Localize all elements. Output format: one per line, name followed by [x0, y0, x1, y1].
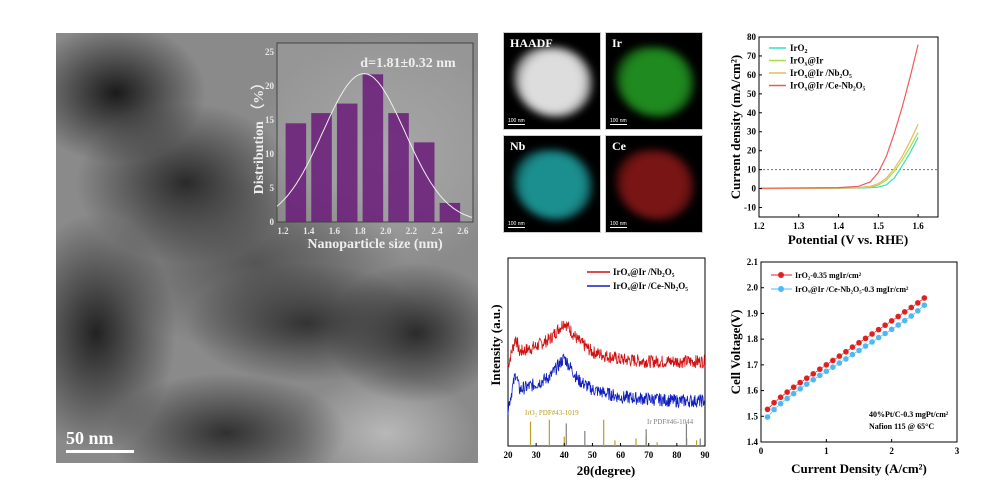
y-axis-label: Distribution （%） — [251, 76, 267, 195]
x-tick-label: 2.6 — [457, 226, 469, 236]
y-tick-label: 20 — [265, 81, 275, 91]
y-tick-label: 0 — [270, 217, 275, 227]
histogram-bar — [388, 113, 409, 222]
eds-label: Nb — [510, 139, 526, 153]
histogram-bar — [439, 202, 461, 222]
x-tick-label: 2.0 — [380, 226, 392, 236]
gaussian-fit-curve — [276, 73, 473, 218]
x-tick-label: 2.4 — [431, 226, 443, 236]
y-tick-label: 10 — [265, 149, 275, 159]
x-tick-label: 1.6 — [329, 226, 341, 236]
fit-annotation: d=1.81±0.32 nm — [360, 56, 456, 71]
y-tick-label: 25 — [265, 47, 275, 57]
histogram-bar — [336, 103, 358, 222]
x-tick-label: 1.4 — [303, 226, 315, 236]
eds-signal — [514, 150, 592, 220]
eds-label: HAADF — [510, 36, 553, 50]
histogram-bar — [413, 142, 435, 222]
tem-scale-bar-label: 50 nm — [66, 428, 114, 448]
x-axis-label: Nanoparticle size (nm) — [307, 237, 443, 252]
eds-label: Ce — [612, 139, 626, 153]
eds-scale-bar: 100 nm — [610, 118, 627, 125]
eds-label: Ir — [612, 36, 622, 50]
tem-scale-bar — [66, 450, 134, 453]
y-tick-label: 15 — [265, 115, 275, 125]
eds-scale-bar: 100 nm — [610, 221, 627, 228]
eds-scale-bar: 100 nm — [508, 118, 525, 125]
x-tick-label: 1.2 — [277, 226, 289, 236]
x-tick-label: 2.2 — [406, 226, 418, 236]
eds-panel-ir: Ir 100 nm — [605, 32, 703, 130]
eds-panel-ce: Ce 100 nm — [605, 135, 703, 233]
histogram-bar — [285, 123, 307, 222]
eds-panel-haadf: HAADF 100 nm — [503, 32, 601, 130]
histogram-bar — [311, 113, 332, 222]
eds-panel-nb: Nb 100 nm — [503, 135, 601, 233]
eds-signal — [616, 150, 694, 220]
y-tick-label: 5 — [270, 183, 275, 193]
eds-scale-bar: 100 nm — [508, 221, 525, 228]
histogram-bar — [362, 74, 384, 222]
eds-signal — [514, 47, 592, 117]
eds-signal — [616, 47, 694, 117]
x-tick-label: 1.8 — [354, 226, 366, 236]
